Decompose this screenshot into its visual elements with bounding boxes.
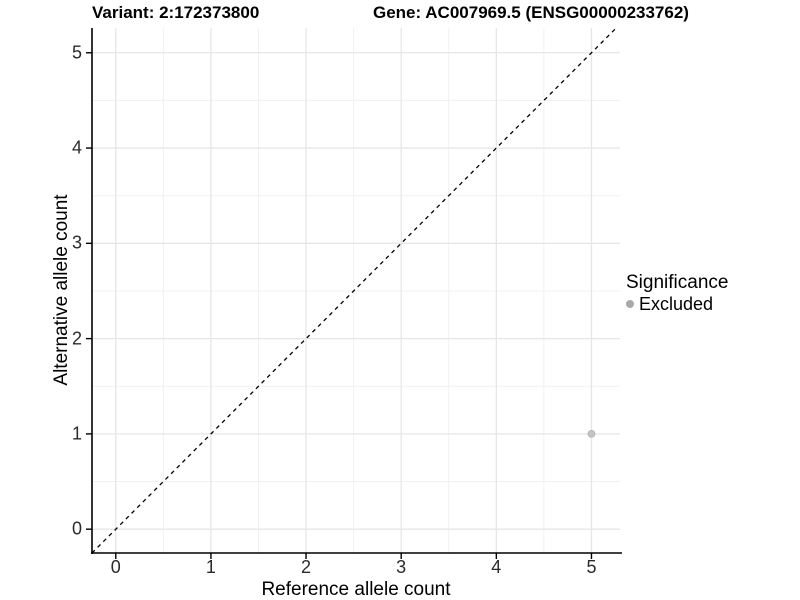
excluded-point-icon bbox=[626, 300, 634, 308]
y-tick-label: 3 bbox=[71, 232, 82, 253]
x-tick-label: 1 bbox=[205, 557, 216, 577]
y-tick-label: 0 bbox=[71, 518, 82, 539]
x-tick-label: 4 bbox=[491, 557, 502, 577]
y-tick-label: 2 bbox=[71, 328, 82, 349]
x-tick-label: 3 bbox=[396, 557, 407, 577]
identity-dashed-line bbox=[91, 27, 617, 554]
y-tick-label: 4 bbox=[71, 137, 82, 158]
legend-title: Significance bbox=[626, 272, 729, 293]
y-tick-label: 1 bbox=[71, 423, 82, 444]
legend: Significance Excluded bbox=[626, 272, 728, 314]
legend-item-excluded: Excluded bbox=[626, 294, 728, 314]
x-axis-title: Reference allele count bbox=[261, 579, 451, 600]
x-tick-label: 5 bbox=[586, 557, 597, 577]
legend-item-label: Excluded bbox=[639, 294, 714, 314]
y-axis-title: Alternative allele count bbox=[51, 194, 72, 386]
x-tick-label: 0 bbox=[110, 557, 121, 577]
plot-title-gene: Gene: AC007969.5 (ENSG00000233762) bbox=[373, 3, 689, 22]
x-tick-label: 2 bbox=[301, 557, 312, 577]
y-tick-label: 5 bbox=[71, 42, 82, 63]
plot-title-variant: Variant: 2:172373800 bbox=[92, 3, 260, 22]
data-point-excluded bbox=[587, 429, 596, 438]
